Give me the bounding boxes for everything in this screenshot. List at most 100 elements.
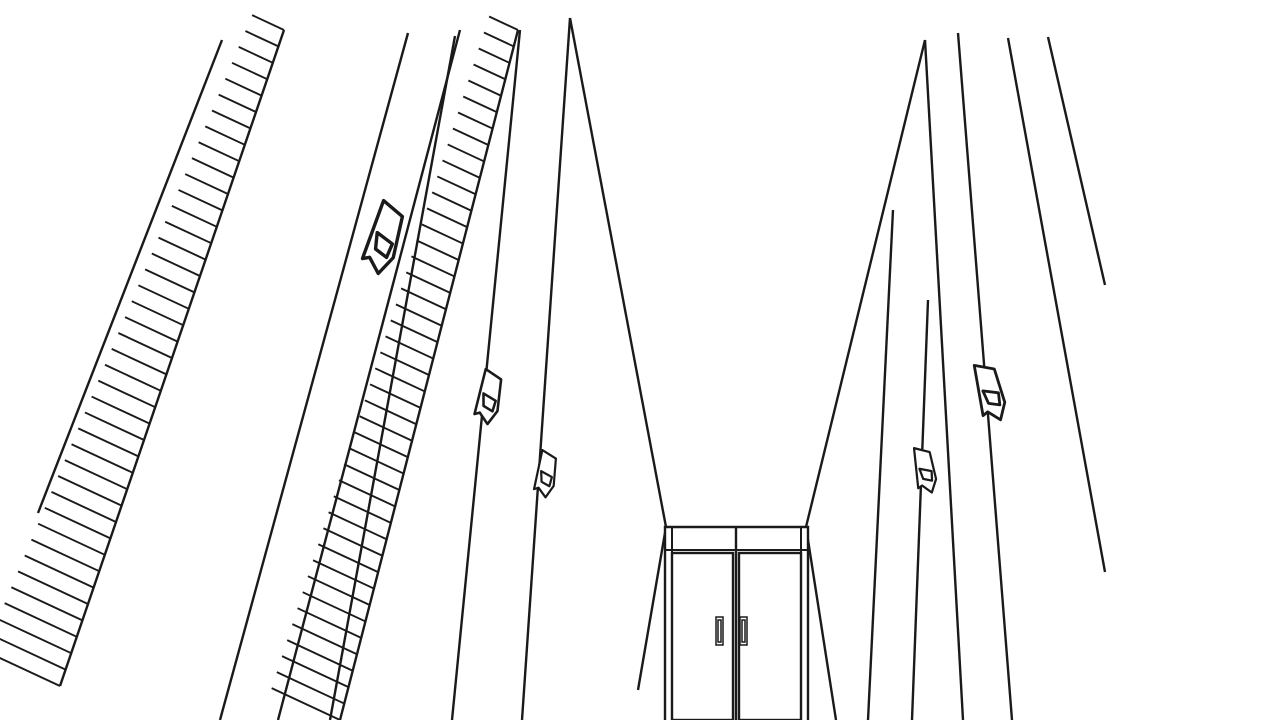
light-fixture-lens <box>918 467 934 482</box>
hatch-tick <box>390 319 438 344</box>
light-fixture-lens <box>482 392 498 413</box>
hatch-tick <box>431 191 472 212</box>
hatch-tick <box>364 399 417 426</box>
hatch-band-outer-left <box>0 14 286 687</box>
hatch-tick <box>51 491 117 523</box>
double-door-group[interactable] <box>663 525 810 720</box>
ceiling-slope-left-inner <box>568 17 668 528</box>
hatch-tick <box>10 586 83 622</box>
hatch-tick <box>178 189 223 212</box>
hatch-tick <box>231 61 268 81</box>
hatch-tick <box>251 14 285 31</box>
hatch-tick <box>0 618 72 655</box>
hatch-tick <box>71 443 134 474</box>
hatch-tick <box>164 220 212 245</box>
left-wall-lines-group <box>36 17 668 720</box>
hatch-tick <box>416 239 460 261</box>
hatch-tick <box>333 495 392 524</box>
hatch-tick <box>245 30 279 48</box>
hatch-tick <box>184 173 229 195</box>
hatch-tick <box>405 271 451 294</box>
hatch-tick <box>271 687 341 720</box>
door-panel-left[interactable] <box>670 551 735 720</box>
hatch-tick <box>64 459 128 491</box>
hatch-tick <box>0 637 67 671</box>
hatch-tick <box>395 303 443 327</box>
wall-edge-right-b <box>866 209 895 720</box>
hatch-tick <box>97 379 156 409</box>
wall-edge-right-g <box>910 299 930 720</box>
light-fixture-lens <box>373 230 395 260</box>
hatch-tick <box>138 284 190 310</box>
hatch-tick <box>57 475 123 507</box>
hatch-tick <box>447 143 485 163</box>
wall-edge-left-d <box>328 35 457 720</box>
hatch-tick <box>483 31 515 48</box>
hatch-tick <box>0 656 61 687</box>
corner-line-left <box>636 526 668 691</box>
door-handle-right-inner <box>741 619 746 643</box>
ceiling-edge-left-c <box>276 29 462 720</box>
hatch-tick <box>338 479 396 508</box>
hatch-tick <box>457 111 493 130</box>
hatch-tick <box>488 15 519 31</box>
hatch-tick <box>379 351 430 376</box>
hatch-tick <box>478 47 510 64</box>
wall-edge-right-d <box>1006 37 1107 573</box>
hatch-tick <box>302 591 366 623</box>
ceiling-light-left-3 <box>532 448 557 499</box>
hatch-tick <box>4 602 78 638</box>
door-panel-right[interactable] <box>737 551 803 720</box>
hatch-tick <box>238 46 274 64</box>
hatch-tick <box>369 383 421 409</box>
hatch-tick <box>312 559 375 590</box>
hatch-tick <box>442 159 481 179</box>
hatch-tick <box>323 527 383 557</box>
hatch-tick <box>37 522 106 556</box>
hatch-tick <box>462 95 498 114</box>
hatch-tick <box>317 543 379 574</box>
hatch-tick <box>436 175 477 196</box>
wall-edge-left-f <box>520 17 572 720</box>
ceiling-light-right-2 <box>912 447 938 494</box>
hatch-tick <box>24 554 95 589</box>
ceiling-edge-right-c <box>1046 36 1107 286</box>
ceiling-light-left-1 <box>360 198 405 276</box>
hatch-tick <box>211 109 251 130</box>
door-handle-left-inner <box>717 619 722 643</box>
hatch-tick <box>307 575 371 606</box>
ceiling-light-right-1 <box>972 363 1007 422</box>
hatch-tick <box>91 395 151 425</box>
hatch-tick <box>204 125 246 146</box>
hatch-tick <box>374 367 426 393</box>
light-fixture-lens <box>540 470 553 488</box>
ceiling-light-left-2 <box>473 367 503 426</box>
ceiling-light-fixtures-group <box>360 198 1007 499</box>
hatch-tick <box>198 141 240 163</box>
hatch-tick <box>131 300 184 327</box>
wall-edge-right-f <box>923 39 965 720</box>
hatch-tick <box>297 607 362 639</box>
hatch-tick <box>224 77 263 97</box>
hatch-tick <box>171 204 218 228</box>
hatch-tick <box>343 463 400 491</box>
hatch-tick <box>77 427 139 458</box>
hatch-tick <box>359 415 413 442</box>
hatch-tick <box>151 252 201 277</box>
hatch-tick <box>31 538 100 573</box>
hatch-tick <box>144 268 195 294</box>
ceiling-edge-left-b <box>218 32 410 720</box>
hatch-tick <box>17 570 89 605</box>
hatch-tick <box>84 411 145 441</box>
hatch-tick <box>111 348 167 376</box>
corner-line-right <box>804 526 838 720</box>
ceiling-slope-right-inner <box>804 39 927 528</box>
hatch-tick <box>218 93 257 113</box>
hatch-tick <box>117 332 173 359</box>
hatch-tick <box>191 157 235 179</box>
light-fixture-lens <box>981 389 1002 407</box>
hatch-tick <box>426 207 468 229</box>
